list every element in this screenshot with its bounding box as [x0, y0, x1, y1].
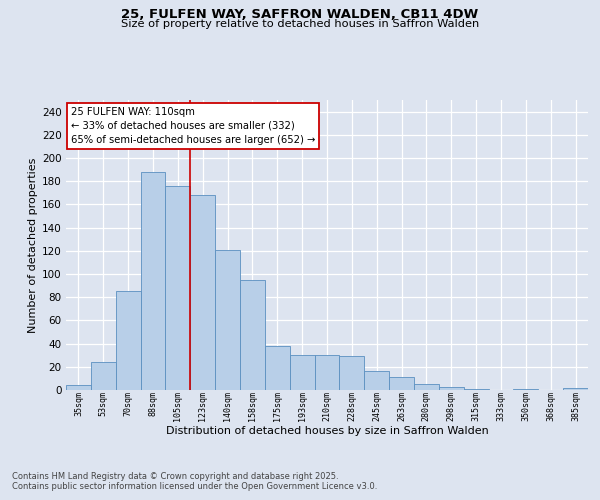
Bar	[190, 195, 215, 390]
X-axis label: Distribution of detached houses by size in Saffron Walden: Distribution of detached houses by size …	[166, 426, 488, 436]
Y-axis label: Number of detached properties: Number of detached properties	[28, 158, 38, 332]
Text: Contains public sector information licensed under the Open Government Licence v3: Contains public sector information licen…	[12, 482, 377, 491]
Bar	[66, 386, 91, 390]
Bar	[414, 384, 439, 390]
Text: Size of property relative to detached houses in Saffron Walden: Size of property relative to detached ho…	[121, 19, 479, 29]
Text: 25, FULFEN WAY, SAFFRON WALDEN, CB11 4DW: 25, FULFEN WAY, SAFFRON WALDEN, CB11 4DW	[121, 8, 479, 20]
Bar	[140, 172, 166, 390]
Bar	[364, 372, 389, 390]
Bar	[340, 356, 364, 390]
Text: 25 FULFEN WAY: 110sqm
← 33% of detached houses are smaller (332)
65% of semi-det: 25 FULFEN WAY: 110sqm ← 33% of detached …	[71, 107, 316, 145]
Bar	[116, 292, 140, 390]
Text: Contains HM Land Registry data © Crown copyright and database right 2025.: Contains HM Land Registry data © Crown c…	[12, 472, 338, 481]
Bar	[439, 386, 464, 390]
Bar	[464, 389, 488, 390]
Bar	[166, 186, 190, 390]
Bar	[314, 355, 340, 390]
Bar	[563, 388, 588, 390]
Bar	[215, 250, 240, 390]
Bar	[514, 389, 538, 390]
Bar	[265, 346, 290, 390]
Bar	[91, 362, 116, 390]
Bar	[389, 377, 414, 390]
Bar	[240, 280, 265, 390]
Bar	[290, 355, 314, 390]
